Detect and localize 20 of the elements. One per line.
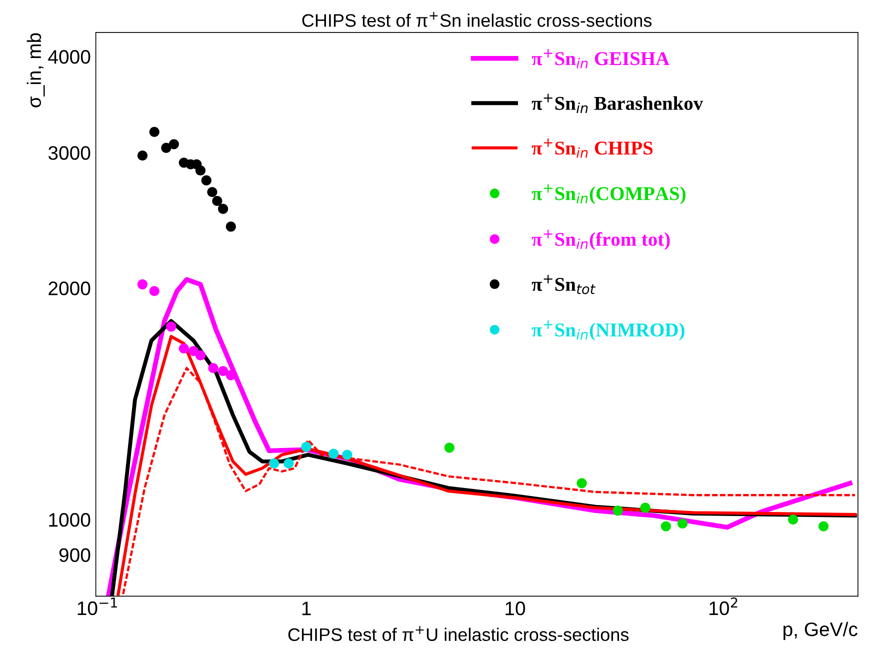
legend-label: π$^{+}$Sn$_{in}$ Barashenkov xyxy=(532,94,704,113)
chart-title: CHIPS test of π$^{+}$Sn inelastic cross-sections xyxy=(302,12,652,27)
legend-label: π$^{+}$Sn$_{in}$(NIMROD) xyxy=(532,320,684,340)
y-tick-label: 3000 xyxy=(48,146,90,160)
y-tick-label: 900 xyxy=(59,548,90,562)
x-tick-label: 10 xyxy=(506,602,526,616)
y-tick-label: 2000 xyxy=(48,282,90,296)
y-tick-label: 4000 xyxy=(48,50,90,64)
x-tick-label: 10$^{2}$ xyxy=(710,597,738,616)
y-tick-label: 1000 xyxy=(49,513,90,527)
legend-label: π$^{+}$Sn$_{in}$(COMPAS) xyxy=(532,184,686,204)
text: CHIPS test of π$^{+}$U inelastic cross-sections xyxy=(288,626,629,642)
legend-label: π$^{+}$Sn$_{in}$ GEISHA xyxy=(532,49,670,68)
legend-label: π$^{+}$Sn$_{tot}$ xyxy=(532,274,596,294)
legend-label: π$^{+}$Sn$_{in}$ CHIPS xyxy=(532,138,653,158)
x-axis-title: p, GeV/c xyxy=(784,622,858,640)
y-axis-title: σ_in, mb xyxy=(26,33,45,108)
x-tick-label: 1 xyxy=(302,602,311,616)
legend-label: π$^{+}$Sn$_{in}$(from tot) xyxy=(532,230,670,250)
x-tick-label: 10$^{−1}$ xyxy=(78,598,117,616)
